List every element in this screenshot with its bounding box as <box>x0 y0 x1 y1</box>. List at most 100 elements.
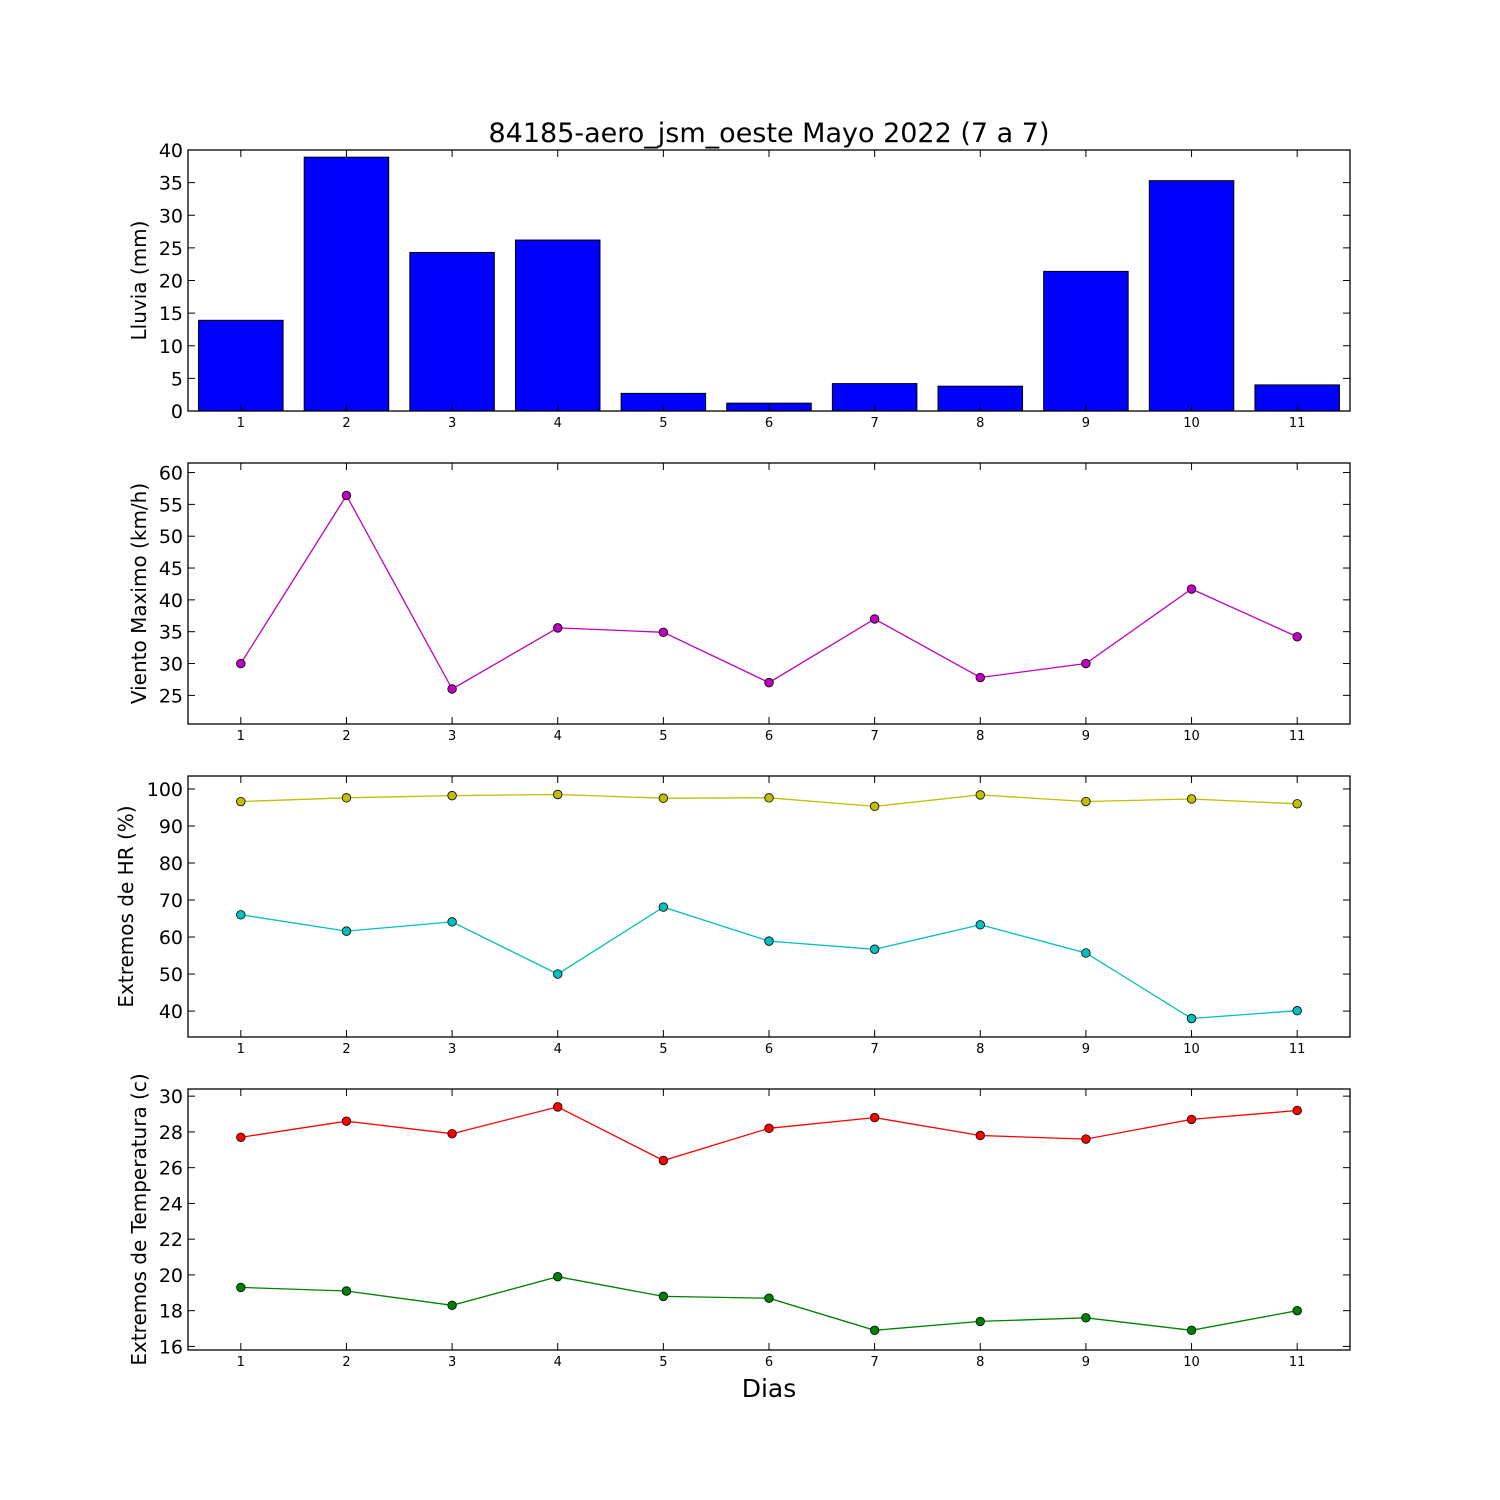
plot-frame <box>187 775 1351 1038</box>
x-tick-label: 2 <box>342 416 350 431</box>
x-tick-label: 1 <box>237 729 245 744</box>
data-point <box>553 1102 563 1112</box>
data-point <box>553 789 563 800</box>
x-tick-label: 10 <box>1183 416 1200 431</box>
data-point <box>553 1272 563 1282</box>
y-tick-label: 50 <box>159 964 183 986</box>
data-point <box>341 926 352 936</box>
data-point <box>341 1286 352 1296</box>
data-point <box>658 902 669 912</box>
x-tick-label: 11 <box>1289 1355 1306 1370</box>
x-tick-label: 11 <box>1289 1042 1306 1057</box>
y-tick-label: 22 <box>159 1229 183 1251</box>
y-tick-label: 60 <box>159 463 183 485</box>
data-point <box>236 1132 246 1142</box>
y-axis-label: Lluvia (mm) <box>127 221 151 341</box>
x-tick-label: 6 <box>765 729 773 744</box>
y-tick-label: 35 <box>159 173 183 195</box>
panel-3: 40 50 60 70 80 90 100 1 2 3 4 5 6 7 8 9 10 11 Extremos de … <box>114 775 1351 1057</box>
data-point <box>447 684 457 694</box>
data-point <box>1292 1305 1302 1316</box>
y-tick-label: 24 <box>159 1193 183 1215</box>
data-point <box>341 1116 352 1126</box>
series-line <box>240 906 1298 1020</box>
data-point <box>1292 799 1302 809</box>
y-tick-label: 35 <box>159 622 183 644</box>
data-point <box>975 1130 985 1141</box>
x-tick-label: 3 <box>448 416 456 431</box>
y-tick-label: 90 <box>159 816 183 838</box>
data-point <box>236 1282 246 1293</box>
y-tick-label: 70 <box>159 890 183 912</box>
bar <box>303 156 390 412</box>
x-tick-label: 6 <box>765 416 773 431</box>
data-point <box>1186 584 1197 594</box>
x-tick-label: 7 <box>870 416 878 431</box>
data-point <box>1081 1313 1091 1323</box>
x-tick-label: 1 <box>237 416 245 431</box>
x-tick-label: 2 <box>342 729 350 744</box>
data-point <box>236 796 246 807</box>
y-tick-label: 16 <box>159 1336 183 1358</box>
data-point <box>553 969 563 979</box>
data-point <box>764 793 774 803</box>
x-tick-label: 8 <box>976 416 984 431</box>
y-axis-label: Viento Maximo (km/h) <box>127 483 151 704</box>
x-tick-label: 6 <box>765 1355 773 1370</box>
y-tick-label: 10 <box>159 336 183 358</box>
y-tick-label: 60 <box>159 927 183 949</box>
x-tick-label: 8 <box>976 1042 984 1057</box>
data-point <box>1186 1325 1197 1336</box>
data-point <box>341 793 352 803</box>
y-tick-label: 45 <box>159 558 183 580</box>
data-point <box>236 910 246 920</box>
x-tick-label: 2 <box>342 1042 350 1057</box>
bar <box>1148 180 1235 412</box>
data-point <box>1081 1134 1091 1144</box>
x-tick-label: 10 <box>1183 1355 1200 1370</box>
x-tick-label: 1 <box>237 1042 245 1057</box>
y-tick-label: 30 <box>159 1086 183 1108</box>
bar <box>1043 270 1129 412</box>
data-point <box>447 917 457 927</box>
y-tick-label: 25 <box>159 685 183 707</box>
data-point <box>869 1112 880 1123</box>
series-line <box>240 1106 1298 1162</box>
data-point <box>1081 658 1091 669</box>
data-point <box>658 1291 669 1302</box>
x-tick-label: 4 <box>554 1355 562 1370</box>
data-point <box>975 920 985 930</box>
data-point <box>1081 796 1091 807</box>
x-tick-label: 10 <box>1183 1042 1200 1057</box>
data-point <box>236 658 246 669</box>
y-tick-label: 80 <box>159 853 183 875</box>
data-point <box>447 1300 457 1311</box>
y-tick-label: 40 <box>159 140 183 162</box>
y-axis-label: Extremos de HR (%) <box>114 805 138 1007</box>
x-tick-label: 4 <box>554 416 562 431</box>
data-point <box>447 790 457 801</box>
data-point <box>1186 1013 1197 1024</box>
y-tick-label: 40 <box>159 1001 183 1023</box>
x-tick-label: 5 <box>659 1355 667 1370</box>
x-tick-label: 10 <box>1183 729 1200 744</box>
y-tick-label: 40 <box>159 590 183 612</box>
bar <box>198 319 284 412</box>
data-point <box>975 1316 985 1327</box>
y-tick-label: 28 <box>159 1122 183 1144</box>
x-tick-label: 3 <box>448 1042 456 1057</box>
y-tick-label: 30 <box>159 654 183 676</box>
data-point <box>1292 1006 1302 1016</box>
panel-1: 0 5 10 15 20 25 30 35 40 1 2 3 4 5 6 7 8 9 10 11 Lluvia (mm) <box>127 140 1351 431</box>
x-tick-label: 6 <box>765 1042 773 1057</box>
x-tick-label: 7 <box>870 729 878 744</box>
x-tick-label: 5 <box>659 729 667 744</box>
x-tick-label: 11 <box>1289 729 1306 744</box>
panel-4: 16 18 20 22 24 26 28 30 1 2 3 4 5 6 7 8 9 10 11 Extremos de… <box>127 1073 1351 1370</box>
x-tick-label: 8 <box>976 1355 984 1370</box>
data-point <box>1292 1105 1302 1116</box>
data-point <box>764 1293 774 1303</box>
y-tick-label: 18 <box>159 1301 183 1323</box>
data-point <box>447 1128 457 1139</box>
